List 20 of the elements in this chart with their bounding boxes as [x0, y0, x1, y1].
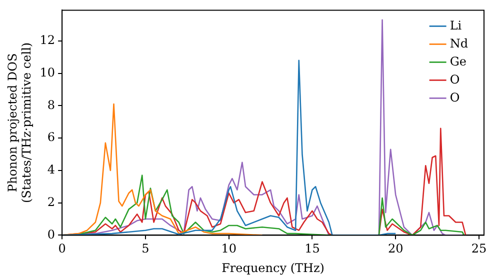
x-tick-label: 5 — [142, 242, 150, 256]
x-tick-label: 10 — [221, 242, 236, 256]
x-axis-title: Frequency (THz) — [222, 260, 324, 275]
x-tick-label: 25 — [471, 242, 487, 256]
y-axis-title: Phonon projected DOS (States/THz·primitive cell) — [5, 42, 34, 204]
legend-label: Ge — [450, 54, 467, 68]
y-tick-label: 0 — [47, 227, 56, 242]
y-tick-label: 8 — [47, 98, 56, 112]
y-tick-label: 10 — [40, 65, 56, 80]
x-tick-label: 15 — [304, 242, 320, 256]
x-tick-label: 0 — [58, 242, 66, 256]
legend-label: Li — [450, 18, 462, 32]
y-tick-label: 2 — [47, 194, 56, 209]
x-tick-label: 20 — [388, 242, 404, 256]
y-tick-label: 6 — [47, 130, 56, 144]
y-tick-label: 12 — [40, 33, 56, 48]
legend-label: Nd — [450, 36, 468, 50]
y-tick-label: 4 — [47, 162, 56, 177]
legend-label: O — [450, 90, 460, 104]
legend-label: O — [450, 72, 460, 86]
